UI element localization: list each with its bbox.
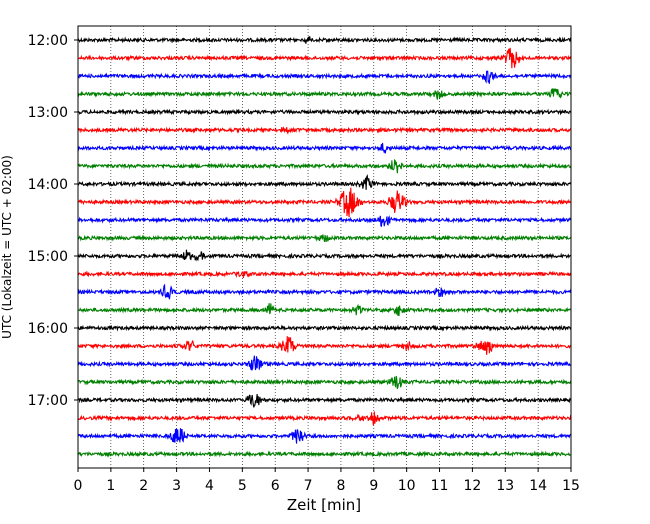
trace-line	[77, 70, 572, 84]
trace-line	[77, 411, 572, 426]
x-tick-label: 3	[172, 478, 181, 494]
y-tick-label: 17:00	[28, 393, 68, 409]
traces	[77, 36, 572, 458]
y-tick-label: 12:00	[28, 33, 68, 49]
y-tick-label: 14:00	[28, 177, 68, 193]
trace-line	[77, 126, 572, 135]
x-tick-label: 9	[369, 478, 378, 494]
y-tick-label: 16:00	[28, 321, 68, 337]
trace-line	[77, 187, 572, 218]
trace-line	[77, 303, 572, 317]
x-tick-label: 12	[463, 478, 481, 494]
plot-frame	[77, 25, 572, 469]
trace-line	[77, 108, 572, 116]
trace-line	[77, 142, 572, 154]
trace-line	[77, 36, 572, 44]
trace-line	[77, 47, 572, 69]
x-tick-label: 0	[74, 478, 83, 494]
y-axis-ticks: 12:00 13:00 14:00 15:00 16:00 17:00	[28, 33, 78, 409]
trace-line	[77, 375, 572, 390]
x-tick-label: 8	[336, 478, 345, 494]
x-tick-label: 13	[496, 478, 514, 494]
x-tick-label: 15	[562, 478, 580, 494]
x-tick-label: 1	[106, 478, 115, 494]
trace-line	[77, 336, 572, 355]
x-tick-label: 5	[238, 478, 247, 494]
x-tick-label: 11	[431, 478, 449, 494]
trace-line	[77, 283, 572, 300]
x-tick-label: 2	[139, 478, 148, 494]
trace-line	[77, 87, 572, 100]
trace-line	[77, 234, 572, 243]
trace-line	[77, 355, 572, 372]
trace-line	[77, 394, 572, 408]
trace-line	[77, 324, 572, 332]
x-tick-label: 14	[529, 478, 547, 494]
trace-line	[77, 158, 572, 174]
trace-line	[77, 428, 572, 444]
y-axis-label: UTC (Lokalzeit = UTC + 02:00)	[0, 155, 14, 339]
x-axis-ticks: 0 1 2 3 4 5 6 7 8 9 10 11 12 13 14 15	[74, 468, 580, 494]
trace-line	[77, 249, 572, 262]
trace-line	[77, 215, 572, 227]
y-tick-label: 15:00	[28, 249, 68, 265]
x-tick-label: 6	[271, 478, 280, 494]
x-tick-label: 7	[304, 478, 313, 494]
trace-line	[77, 270, 572, 279]
trace-line	[77, 174, 572, 190]
x-axis-label: Zeit [min]	[287, 496, 361, 514]
y-tick-label: 13:00	[28, 105, 68, 121]
x-tick-label: 4	[205, 478, 214, 494]
x-tick-label: 10	[398, 478, 416, 494]
trace-line	[77, 450, 572, 458]
